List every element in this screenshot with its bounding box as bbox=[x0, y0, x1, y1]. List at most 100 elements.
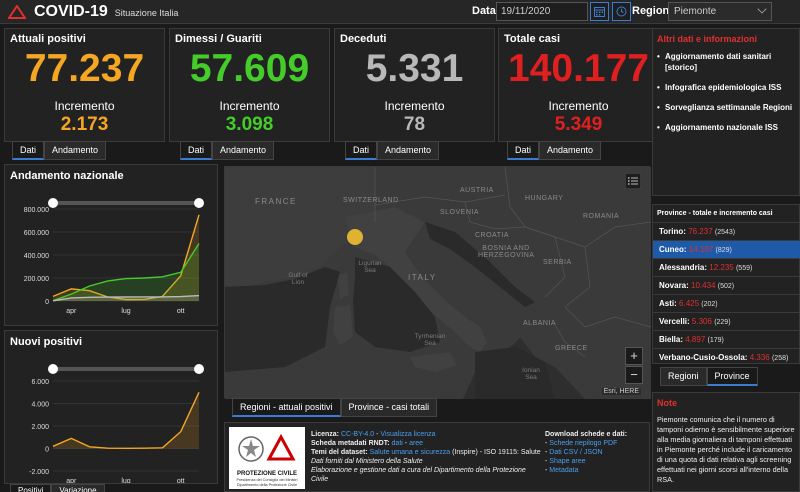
tab-dati[interactable]: Dati bbox=[12, 141, 45, 160]
x-tick-label: lug bbox=[121, 478, 130, 483]
rndt-dati-link[interactable]: dati bbox=[391, 440, 403, 447]
download-pdf-link[interactable]: Schede riepilogo PDF bbox=[549, 440, 618, 447]
sea-tyrrhenian bbox=[353, 257, 440, 352]
map-label-ionian-sea: Ionian Sea bbox=[522, 367, 540, 381]
chart-andamento-panel: Andamento nazionale 800.000 600.000 400.00… bbox=[4, 164, 218, 326]
stat-card-dimessi-guariti: Dimessi / Guariti 57.609 Incremento 3.09… bbox=[169, 28, 330, 142]
clock-button[interactable] bbox=[612, 2, 631, 21]
map-label-switzerland: SWITZERLAND bbox=[343, 197, 399, 204]
region-select[interactable]: Piemonte bbox=[668, 2, 772, 21]
stat-value: 5.331 bbox=[365, 47, 464, 90]
tab-regioni-attuali-positivi[interactable]: Regioni - attuali positivi bbox=[232, 398, 341, 417]
map-canvas[interactable] bbox=[225, 167, 651, 399]
tab-andamento[interactable]: Andamento bbox=[377, 141, 440, 160]
tab-positivi[interactable]: Positivi bbox=[10, 484, 52, 492]
province-row[interactable]: Alessandria: 12.235 (559) bbox=[653, 258, 800, 276]
province-row[interactable]: Torino: 76.237 (2543) bbox=[653, 222, 800, 240]
country-borders bbox=[374, 167, 651, 358]
province-name: Alessandria: bbox=[659, 263, 708, 272]
zoom-out-button[interactable]: − bbox=[625, 366, 643, 384]
x-tick-label: apr bbox=[66, 478, 77, 483]
x-tick-label: ott bbox=[177, 308, 185, 315]
info-link-dati-sanitari[interactable]: Aggiornamento dati sanitari [storico] bbox=[657, 51, 799, 73]
chart-title: Nuovi positivi bbox=[10, 336, 83, 348]
legend-list-icon[interactable] bbox=[625, 173, 641, 189]
stat-card-deceduti: Deceduti 5.331 Incremento 78 bbox=[334, 28, 495, 142]
series-line bbox=[52, 392, 200, 450]
chart-nuovi-panel: Nuovi positivi 6.000 4.000 2.000 0 -2.000 apr… bbox=[4, 330, 218, 484]
date-input[interactable]: 19/11/2020 bbox=[496, 2, 588, 21]
stat-label: Totale casi bbox=[504, 33, 561, 45]
time-slider-handle-start bbox=[48, 198, 58, 208]
tab-dati[interactable]: Dati bbox=[507, 141, 540, 160]
stat-increment: 2.173 bbox=[60, 114, 109, 135]
tab-province-casi-totali[interactable]: Province - casi totali bbox=[340, 398, 438, 417]
pc-sub: Presidenza del Consiglio dei Ministri Di… bbox=[236, 478, 298, 487]
chevron-down-icon bbox=[757, 4, 767, 14]
download-csv-link[interactable]: Dati CSV / JSON bbox=[549, 449, 603, 456]
fonte-text: Dati forniti dal Ministero della Salute bbox=[311, 458, 423, 465]
info-link-aggiornamento-iss[interactable]: Aggiornamento nazionale ISS bbox=[657, 122, 799, 133]
tab-dati[interactable]: Dati bbox=[180, 141, 213, 160]
province-row[interactable]: Vercelli: 5.306 (229) bbox=[653, 312, 800, 330]
info-link-infografica[interactable]: Infografica epidemiologica ISS bbox=[657, 82, 799, 93]
time-slider-handle-end bbox=[194, 364, 204, 374]
province-value: 4.336 bbox=[749, 353, 770, 362]
license-value-link[interactable]: CC-BY-4.0 bbox=[340, 431, 375, 438]
download-metadata-link[interactable]: Metadata bbox=[549, 467, 579, 474]
stat-card-attuali-positivi: Attuali positivi 77.237 Incremento 2.173 bbox=[4, 28, 165, 142]
tab-variazione[interactable]: Variazione bbox=[51, 484, 105, 492]
province-name: Torino: bbox=[659, 227, 686, 236]
date-label: Data bbox=[472, 5, 496, 17]
calendar-button[interactable] bbox=[590, 2, 609, 21]
download-label: Download schede e dati: bbox=[545, 431, 628, 438]
info-link-sorveglianza[interactable]: Sorveglianza settimanale Regioni bbox=[657, 102, 799, 113]
provinces-list: Torino: 76.237 (2543) Cuneo: 14.107 (829… bbox=[653, 222, 800, 366]
region-marker-piemonte[interactable] bbox=[347, 229, 363, 245]
province-value: 10.434 bbox=[691, 281, 716, 290]
series-line bbox=[52, 214, 200, 301]
province-increment: (258) bbox=[771, 355, 789, 362]
tab-andamento[interactable]: Andamento bbox=[212, 141, 275, 160]
y-tick-label: 800.000 bbox=[24, 207, 49, 214]
protezione-civile-logo-icon bbox=[8, 4, 26, 19]
map-label-ligurian-sea: Ligurian Sea bbox=[358, 260, 382, 274]
footer-license-column: Licenza: CC-BY-4.0 - Visualizza licenza … bbox=[311, 430, 543, 484]
y-tick-label: 200.000 bbox=[24, 276, 49, 283]
stat-tabs-attuali: Dati Andamento bbox=[12, 141, 107, 160]
chart-andamento-svg: 800.000 600.000 400.000 200.000 0 apr lug ott bbox=[24, 198, 204, 315]
province-row[interactable]: Biella: 4.897 (179) bbox=[653, 330, 800, 348]
map-label-slovenia: SLOVENIA bbox=[440, 209, 480, 216]
rndt-aree-link[interactable]: aree bbox=[409, 440, 424, 447]
download-shape-link[interactable]: Shape aree bbox=[549, 458, 586, 465]
y-tick-label: 2.000 bbox=[31, 424, 49, 431]
zoom-in-button[interactable]: + bbox=[625, 347, 643, 365]
province-row[interactable]: Novara: 10.434 (502) bbox=[653, 276, 800, 294]
map-panel[interactable]: FRANCE AUSTRIA HUNGARY SWITZERLAND SLOVE… bbox=[224, 166, 651, 399]
province-row[interactable]: Asti: 6.425 (202) bbox=[653, 294, 800, 312]
tab-regioni[interactable]: Regioni bbox=[660, 367, 707, 386]
footer-downloads-column: Download schede e dati: - Schede riepilo… bbox=[545, 431, 628, 474]
stat-tabs-totale: Dati Andamento bbox=[507, 141, 602, 160]
y-tick-label: 0 bbox=[45, 299, 49, 306]
time-slider-track bbox=[53, 201, 199, 205]
province-increment: (502) bbox=[717, 283, 735, 290]
province-name: Vercelli: bbox=[659, 317, 690, 326]
temi-link[interactable]: Salute umana e sicurezza bbox=[369, 449, 451, 456]
protezione-civile-logo: PROTEZIONE CIVILE Presidenza del Consigl… bbox=[229, 427, 305, 489]
province-row-selected[interactable]: Cuneo: 14.107 (829) bbox=[653, 240, 800, 258]
stat-tabs-deceduti: Dati Andamento bbox=[345, 141, 440, 160]
stat-increment-label: Incremento bbox=[384, 99, 445, 113]
chart-tabs: Positivi Variazione bbox=[10, 484, 105, 492]
province-row[interactable]: Verbano-Cusio-Ossola: 4.336 (258) bbox=[653, 348, 800, 366]
map-label-albania: ALBANIA bbox=[523, 320, 557, 327]
x-tick-label: apr bbox=[66, 308, 77, 315]
province-value: 14.107 bbox=[688, 245, 714, 254]
license-view-link[interactable]: Visualizza licenza bbox=[380, 431, 436, 438]
tab-province[interactable]: Province bbox=[706, 367, 758, 386]
sea-ionian bbox=[475, 347, 555, 399]
tab-dati[interactable]: Dati bbox=[345, 141, 378, 160]
tab-andamento[interactable]: Andamento bbox=[539, 141, 602, 160]
tab-andamento[interactable]: Andamento bbox=[44, 141, 107, 160]
province-value: 6.425 bbox=[679, 299, 700, 308]
